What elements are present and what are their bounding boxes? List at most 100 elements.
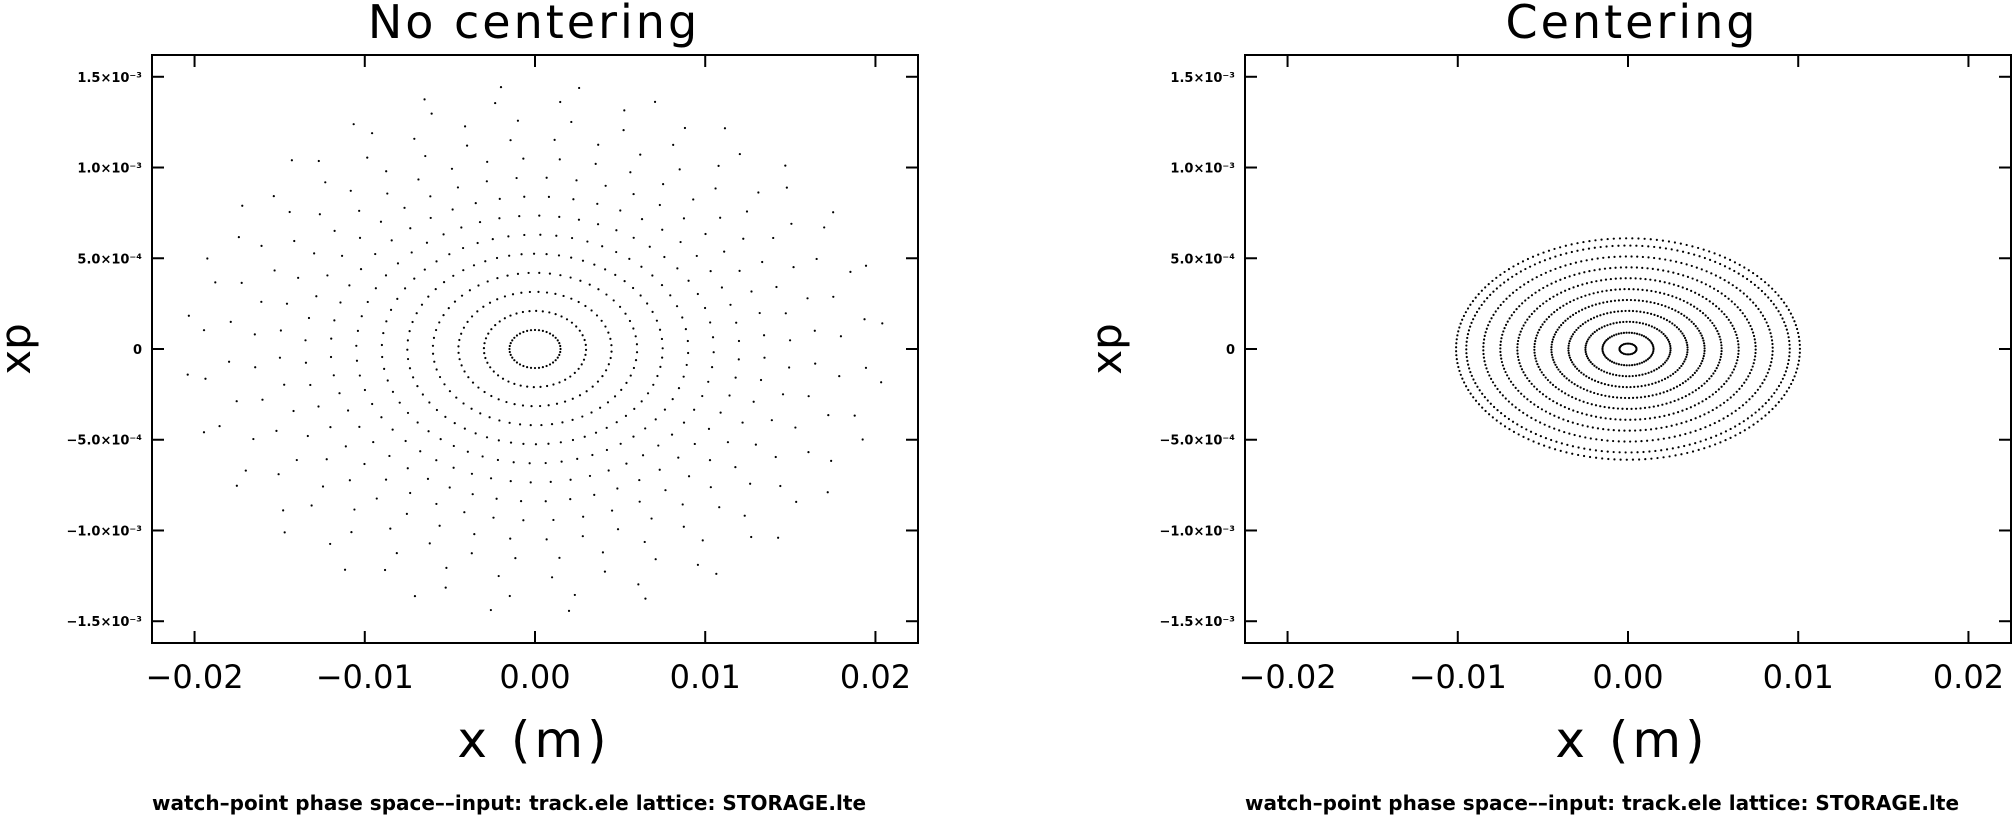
- data-point: [1658, 280, 1662, 283]
- data-point: [485, 180, 488, 183]
- data-point: [1714, 274, 1717, 277]
- data-point: [1520, 368, 1524, 371]
- data-point: [1593, 364, 1596, 367]
- data-point: [1743, 381, 1746, 384]
- data-point: [1565, 302, 1568, 305]
- data-point: [1575, 328, 1578, 332]
- data-point: [427, 430, 430, 433]
- x-tick-group: −0.02 −0.01 0.00 0.01 0.02: [1239, 55, 2004, 696]
- data-point: [1786, 362, 1790, 365]
- data-point: [658, 328, 662, 331]
- data-point: [1549, 257, 1552, 260]
- data-point: [1599, 405, 1602, 408]
- data-point: [1500, 337, 1503, 340]
- data-point: [619, 442, 622, 445]
- data-point: [1730, 300, 1733, 303]
- data-point: [1763, 378, 1766, 381]
- data-point: [1797, 359, 1801, 362]
- data-point: [421, 393, 424, 396]
- data-point: [632, 236, 635, 239]
- data-point: [1476, 385, 1479, 388]
- data-point: [1580, 371, 1583, 374]
- data-point: [1503, 415, 1507, 418]
- data-point: [1543, 320, 1546, 323]
- data-point: [1702, 357, 1705, 360]
- data-point: [1586, 425, 1589, 428]
- data-point: [1729, 374, 1732, 377]
- data-point: [406, 411, 410, 415]
- data-point: [594, 162, 597, 166]
- data-point: [380, 416, 383, 419]
- data-point: [547, 442, 550, 445]
- data-point: [396, 262, 400, 265]
- data-point: [1640, 334, 1643, 337]
- data-point: [1655, 393, 1658, 396]
- data-point: [1629, 342, 1632, 345]
- data-point: [545, 364, 548, 368]
- data-point: [695, 254, 698, 258]
- data-point: [1640, 440, 1643, 443]
- x-tick-label: 0.02: [1933, 658, 2004, 696]
- data-point: [346, 409, 350, 412]
- data-point: [1798, 355, 1801, 358]
- data-point: [1686, 348, 1689, 351]
- data-point: [547, 404, 550, 407]
- data-point: [1715, 434, 1718, 437]
- data-point: [1534, 291, 1537, 294]
- data-point: [492, 516, 495, 519]
- data-point: [1464, 385, 1468, 388]
- data-point: [601, 245, 604, 248]
- data-point: [358, 209, 361, 212]
- data-point: [1469, 303, 1472, 306]
- data-point: [1687, 252, 1690, 255]
- data-point: [477, 284, 480, 287]
- data-point: [366, 300, 369, 304]
- data-point: [1798, 339, 1801, 342]
- data-point: [1726, 414, 1729, 418]
- data-point: [1688, 443, 1691, 446]
- data-point: [1612, 407, 1615, 410]
- data-point: [1649, 428, 1653, 431]
- data-point: [452, 444, 455, 448]
- data-point: [1720, 292, 1723, 295]
- data-point: [1585, 342, 1588, 345]
- data-point: [1694, 441, 1697, 445]
- data-point: [729, 303, 732, 306]
- data-point: [678, 168, 681, 171]
- data-point: [1689, 431, 1692, 434]
- data-point: [1687, 378, 1690, 381]
- data-point: [1756, 420, 1759, 423]
- data-point: [1576, 242, 1579, 245]
- data-point: [596, 202, 599, 205]
- data-point: [509, 353, 512, 356]
- data-point: [541, 366, 544, 369]
- data-point: [1581, 424, 1584, 427]
- data-point: [1697, 387, 1700, 390]
- data-point: [864, 366, 868, 369]
- data-point: [1750, 328, 1753, 331]
- data-point: [1584, 321, 1587, 324]
- data-point: [1691, 450, 1695, 453]
- data-point: [541, 310, 544, 313]
- data-point: [1465, 340, 1468, 343]
- data-point: [272, 195, 275, 198]
- data-point: [1644, 458, 1647, 461]
- data-point: [639, 294, 642, 297]
- data-point: [1589, 390, 1592, 393]
- data-point: [635, 351, 639, 354]
- data-point: [1639, 407, 1642, 410]
- data-point: [1551, 356, 1554, 359]
- data-point: [396, 297, 399, 300]
- data-point: [1524, 299, 1527, 302]
- data-point: [1754, 411, 1757, 414]
- data-point: [1751, 331, 1755, 334]
- data-point: [632, 435, 635, 438]
- data-point: [1487, 283, 1490, 286]
- data-point: [460, 294, 464, 297]
- data-point: [1605, 371, 1609, 374]
- data-point: [1585, 259, 1588, 262]
- data-point: [1584, 436, 1587, 439]
- data-point: [405, 512, 408, 515]
- data-point: [1772, 303, 1775, 306]
- data-point: [1538, 261, 1541, 264]
